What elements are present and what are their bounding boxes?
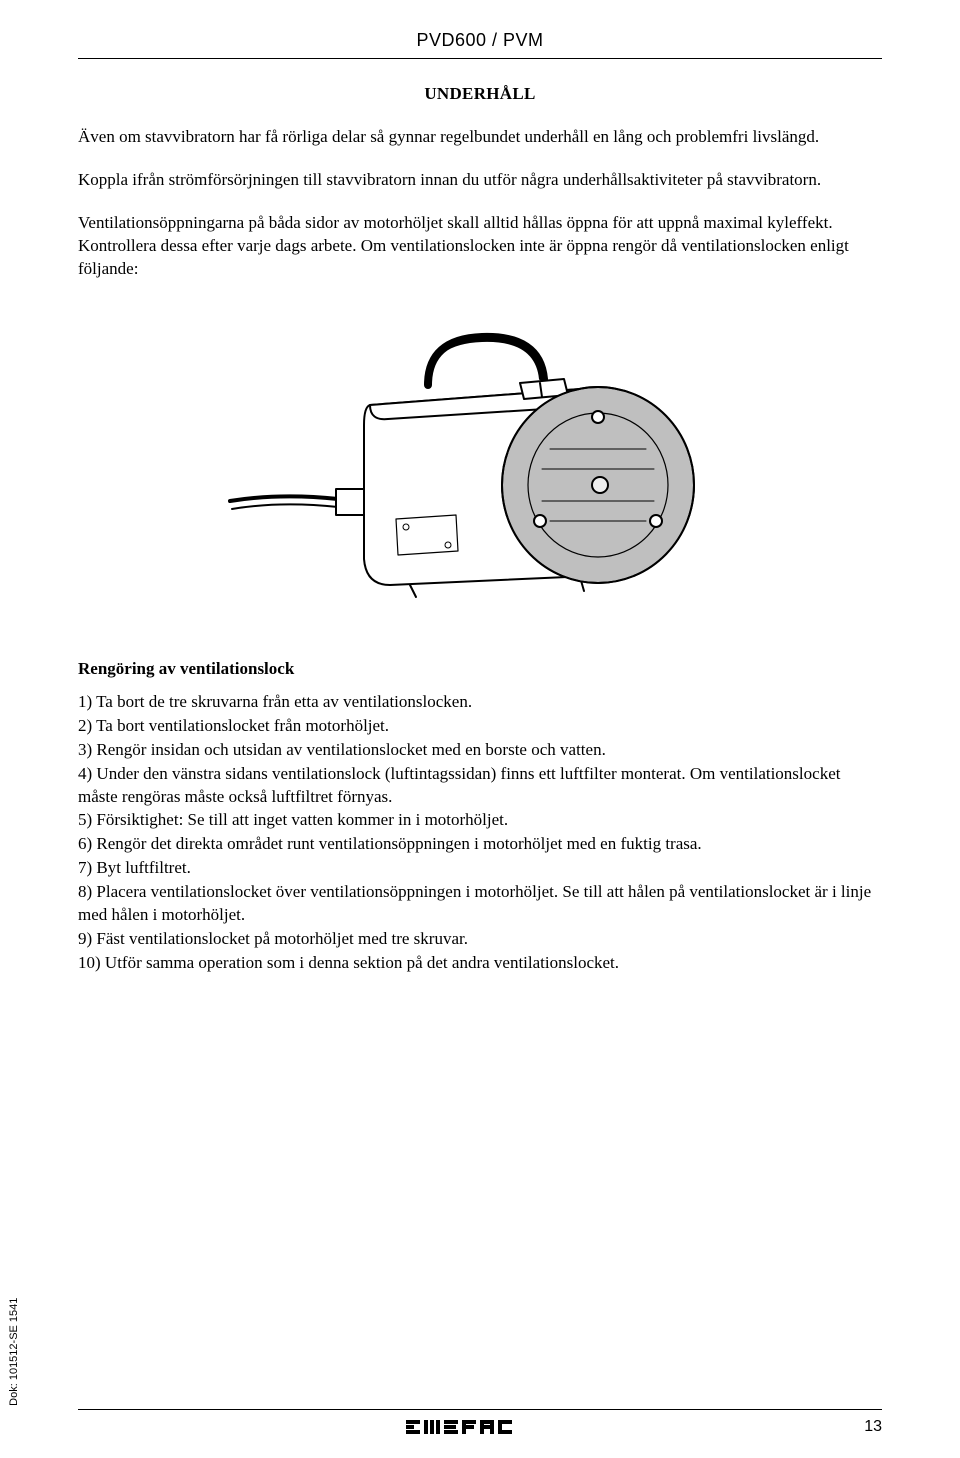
step-10: 10) Utför samma operation som i denna se… [78,952,882,975]
paragraph-intro: Även om stavvibratorn har få rörliga del… [78,126,882,149]
step-6: 6) Rengör det direkta området runt venti… [78,833,882,856]
step-5: 5) Försiktighet: Se till att inget vatte… [78,809,882,832]
brand-logo-icon [406,1416,536,1438]
step-1: 1) Ta bort de tre skruvarna från etta av… [78,691,882,714]
footer: 13 [78,1409,882,1438]
page: PVD600 / PVM UNDERHÅLL Även om stavvibra… [0,0,960,1458]
step-2: 2) Ta bort ventilationslocket från motor… [78,715,882,738]
header-rule [78,58,882,59]
illustration-motor-unit [78,309,882,626]
page-number: 13 [864,1416,882,1438]
header-product: PVD600 / PVM [78,28,882,52]
step-9: 9) Fäst ventilationslocket på motorhölje… [78,928,882,951]
step-7: 7) Byt luftfiltret. [78,857,882,880]
footer-rule [78,1409,882,1410]
paragraph-warning: Koppla ifrån strömförsörjningen till sta… [78,169,882,192]
subsection-heading: Rengöring av ventilationslock [78,658,882,681]
step-3: 3) Rengör insidan och utsidan av ventila… [78,739,882,762]
motor-drawing-icon [220,309,740,619]
section-title: UNDERHÅLL [78,83,882,106]
instruction-list: 1) Ta bort de tre skruvarna från etta av… [78,691,882,975]
step-4: 4) Under den vänstra sidans ventilations… [78,763,882,809]
footer-doc-id: Dok: 101512-SE 1541 [7,1298,22,1406]
step-8: 8) Placera ventilationslocket över venti… [78,881,882,927]
footer-row: 13 [78,1416,882,1438]
paragraph-instructions-lead: Ventilationsöppningarna på båda sidor av… [78,212,882,281]
